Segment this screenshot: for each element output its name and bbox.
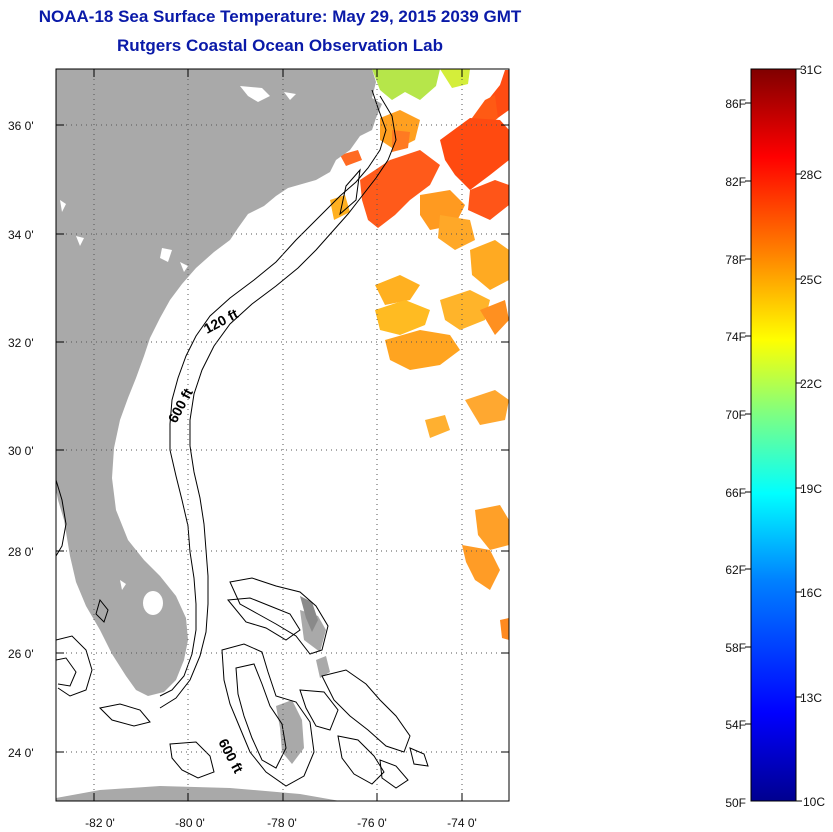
lon-label: -82 0'	[85, 816, 115, 830]
map-subtitle: Rutgers Coastal Ocean Observation Lab	[117, 36, 443, 55]
colorbar-c-label: 31C	[800, 63, 822, 77]
lat-label: 36 0'	[8, 119, 34, 133]
colorbar-c-label: 22C	[800, 377, 822, 391]
colorbar-c-label: 16C	[800, 586, 822, 600]
lon-label: -74 0'	[447, 816, 477, 830]
lon-label: -80 0'	[175, 816, 205, 830]
colorbar: 86F 82F 78F 74F 70F 66F 62F 58F 54F 50F …	[725, 63, 825, 810]
colorbar-f-label: 62F	[725, 563, 746, 577]
land-mass	[56, 69, 382, 801]
lon-label: -78 0'	[267, 816, 297, 830]
map-title: NOAA-18 Sea Surface Temperature: May 29,…	[38, 7, 522, 26]
lat-label: 32 0'	[8, 336, 34, 350]
colorbar-f-label: 54F	[725, 718, 746, 732]
colorbar-f-label: 58F	[725, 641, 746, 655]
longitude-labels: -82 0' -80 0' -78 0' -76 0' -74 0'	[85, 816, 477, 830]
lat-label: 34 0'	[8, 228, 34, 242]
graticule	[56, 69, 509, 801]
colorbar-c-label: 28C	[800, 168, 822, 182]
lon-label: -76 0'	[357, 816, 387, 830]
colorbar-f-label: 82F	[725, 175, 746, 189]
colorbar-c-label: 25C	[800, 273, 822, 287]
colorbar-f-label: 70F	[725, 408, 746, 422]
sst-data	[330, 69, 509, 640]
lat-label: 30 0'	[8, 444, 34, 458]
lat-label: 28 0'	[8, 545, 34, 559]
colorbar-f-label: 74F	[725, 330, 746, 344]
map-panel	[56, 69, 509, 801]
colorbar-c-label: 13C	[800, 691, 822, 705]
colorbar-f-label: 66F	[725, 486, 746, 500]
lat-label: 26 0'	[8, 647, 34, 661]
map-ticks	[56, 69, 509, 801]
colorbar-scale	[750, 68, 797, 802]
colorbar-c-label: 10C	[803, 795, 825, 809]
latitude-labels: 36 0' 34 0' 32 0' 30 0' 28 0' 26 0' 24 0…	[8, 119, 34, 760]
colorbar-c-label: 19C	[800, 482, 822, 496]
colorbar-f-label: 78F	[725, 253, 746, 267]
colorbar-f-label: 50F	[725, 796, 746, 810]
lat-label: 24 0'	[8, 746, 34, 760]
colorbar-f-label: 86F	[725, 97, 746, 111]
bathymetry-contours	[56, 89, 429, 789]
